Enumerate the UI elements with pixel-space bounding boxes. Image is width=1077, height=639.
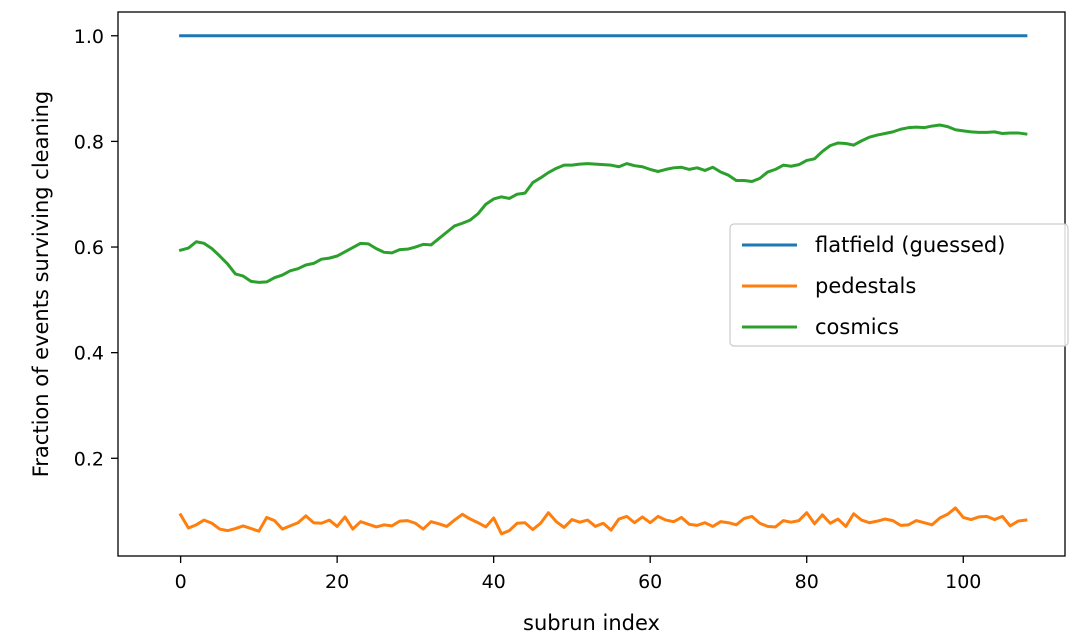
y-tick-label: 0.6 bbox=[74, 237, 104, 259]
legend-box bbox=[729, 223, 1069, 347]
y-tick-label: 0.4 bbox=[74, 343, 104, 365]
x-axis: 0 20 40 60 80 100 bbox=[175, 556, 981, 593]
series-line-2 bbox=[178, 123, 1028, 284]
x-tick-label: 40 bbox=[482, 571, 506, 593]
x-tick-label: 20 bbox=[325, 571, 349, 593]
x-axis-label: subrun index bbox=[523, 611, 660, 635]
legend-label-0: flatfield (guessed) bbox=[815, 233, 1005, 257]
x-tick-label: 60 bbox=[638, 571, 662, 593]
legend-label-1: pedestals bbox=[815, 274, 916, 298]
series-lines bbox=[178, 34, 1028, 536]
y-axis-label: Fraction of events surviving cleaning bbox=[29, 91, 53, 478]
x-tick-label: 0 bbox=[175, 571, 187, 593]
series-line-1 bbox=[178, 506, 1028, 536]
y-tick-label: 1.0 bbox=[74, 26, 104, 48]
x-tick-label: 100 bbox=[945, 571, 981, 593]
y-tick-label: 0.2 bbox=[74, 448, 104, 470]
legend: flatfield (guessed) pedestals cosmics bbox=[729, 223, 1069, 347]
y-axis: 0.2 0.4 0.6 0.8 1.0 bbox=[74, 26, 118, 470]
x-tick-label: 80 bbox=[795, 571, 819, 593]
legend-label-2: cosmics bbox=[815, 315, 899, 339]
y-tick-label: 0.8 bbox=[74, 131, 104, 153]
